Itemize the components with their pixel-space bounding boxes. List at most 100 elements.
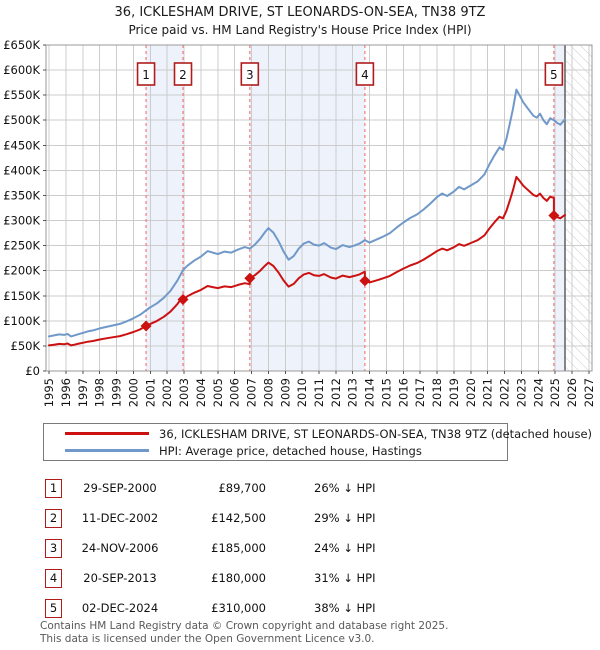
x-axis-label: 2024 bbox=[531, 378, 545, 407]
axis-ticks bbox=[43, 44, 590, 374]
x-axis-label: 2017 bbox=[413, 378, 427, 407]
x-axis-label: 2003 bbox=[177, 378, 191, 407]
y-axis-label: £350K bbox=[3, 188, 40, 202]
x-axis-label: 2008 bbox=[261, 378, 275, 407]
ownership-band bbox=[553, 45, 566, 371]
sale-price: £185,000 bbox=[211, 541, 266, 555]
sale-price: £89,700 bbox=[218, 481, 266, 495]
x-axis-label: 2022 bbox=[498, 378, 512, 407]
table-row: 3 24-NOV-2006 £185,000 24% ↓ HPI bbox=[45, 538, 375, 558]
x-axis-label: 2025 bbox=[548, 378, 562, 407]
y-axis-label: £300K bbox=[3, 214, 40, 228]
chart-legend: 36, ICKLESHAM DRIVE, ST LEONARDS-ON-SEA,… bbox=[43, 423, 592, 461]
sale-date: 11-DEC-2002 bbox=[81, 511, 159, 525]
sale-number-badge: 4 bbox=[45, 568, 62, 588]
page-title: 36, ICKLESHAM DRIVE, ST LEONARDS-ON-SEA,… bbox=[114, 5, 486, 20]
y-axis-label: £0 bbox=[25, 364, 40, 378]
x-axis-label: 2015 bbox=[379, 378, 393, 407]
table-row: 1 29-SEP-2000 £89,700 26% ↓ HPI bbox=[45, 478, 375, 498]
sale-price: £310,000 bbox=[211, 601, 266, 615]
x-axis-label: 2006 bbox=[228, 378, 242, 407]
page-subtitle: Price paid vs. HM Land Registry's House … bbox=[128, 23, 472, 37]
x-axis-label: 2005 bbox=[211, 378, 225, 407]
sale-date: 02-DEC-2024 bbox=[81, 601, 159, 615]
table-row: 2 11-DEC-2002 £142,500 29% ↓ HPI bbox=[45, 508, 375, 528]
hpi-line bbox=[48, 88, 566, 338]
ownership-band bbox=[249, 45, 365, 371]
sale-price: £142,500 bbox=[211, 511, 266, 525]
price-chart: 1 2 3 4 5 £0 £50K £100K £150K £200K £250K £300K £350… bbox=[3, 38, 596, 407]
y-axis-label: £250K bbox=[3, 239, 40, 253]
sale-number-box bbox=[544, 62, 564, 86]
x-axis-label: 2027 bbox=[582, 378, 596, 407]
x-axis-label: 2026 bbox=[565, 378, 579, 407]
sale-number-badge: 2 bbox=[45, 508, 62, 528]
y-axis-label: £50K bbox=[11, 339, 41, 353]
x-axis-label: 2013 bbox=[346, 378, 360, 407]
sale-number-badge: 3 bbox=[45, 538, 62, 558]
property-line-swatch bbox=[65, 432, 149, 435]
sale-price: £180,000 bbox=[211, 571, 266, 585]
footer-line-2: This data is licensed under the Open Gov… bbox=[40, 632, 375, 645]
x-axis-label: 2010 bbox=[295, 378, 309, 407]
x-axis-label: 2002 bbox=[160, 378, 174, 407]
sale-marker-diamond bbox=[359, 275, 371, 287]
x-axis-label: 2014 bbox=[363, 378, 377, 407]
sale-date: 29-SEP-2000 bbox=[83, 481, 157, 495]
sale-number-badge: 1 bbox=[45, 478, 62, 498]
x-axis-label: 2019 bbox=[447, 378, 461, 407]
license-footer: Contains HM Land Registry data © Crown c… bbox=[40, 620, 448, 645]
sale-hpi-diff: 29% ↓ HPI bbox=[314, 511, 376, 525]
sale-hpi-diff: 31% ↓ HPI bbox=[314, 571, 376, 585]
sale-number-label: 2 bbox=[179, 68, 187, 82]
legend-label: HPI: Average price, detached house, Hast… bbox=[159, 443, 422, 458]
x-axis-label: 2007 bbox=[245, 378, 259, 407]
x-axis-label: 2016 bbox=[396, 378, 410, 407]
y-axis-label: £200K bbox=[3, 264, 40, 278]
property-price-line bbox=[48, 175, 566, 347]
sale-number-box bbox=[355, 62, 375, 86]
y-axis-label: £550K bbox=[3, 88, 40, 102]
sale-number-badge: 5 bbox=[45, 598, 62, 618]
x-axis-label: 2009 bbox=[278, 378, 292, 407]
legend-label: 36, ICKLESHAM DRIVE, ST LEONARDS-ON-SEA,… bbox=[159, 426, 593, 441]
legend-item-property: 36, ICKLESHAM DRIVE, ST LEONARDS-ON-SEA,… bbox=[44, 427, 592, 441]
sale-marker-diamond bbox=[140, 320, 152, 332]
future-region bbox=[565, 45, 592, 371]
sale-date: 24-NOV-2006 bbox=[81, 541, 159, 555]
y-axis-label: £100K bbox=[3, 314, 40, 328]
x-axis-label: 1997 bbox=[76, 378, 90, 407]
x-axis-label: 2023 bbox=[514, 378, 528, 407]
sale-hpi-diff: 26% ↓ HPI bbox=[314, 481, 376, 495]
x-axis-label: 2021 bbox=[481, 378, 495, 407]
x-axis-label: 2018 bbox=[430, 378, 444, 407]
sale-number-box bbox=[173, 62, 193, 86]
sale-date: 20-SEP-2013 bbox=[83, 571, 157, 585]
x-axis-label: 2000 bbox=[126, 378, 140, 407]
sale-hpi-diff: 24% ↓ HPI bbox=[314, 541, 376, 555]
x-axis-label: 2001 bbox=[143, 378, 157, 407]
sale-marker-diamond bbox=[244, 272, 256, 284]
x-axis-label: 2020 bbox=[464, 378, 478, 407]
sale-number-label: 3 bbox=[246, 68, 254, 82]
y-axis-label: £500K bbox=[3, 113, 40, 127]
sale-number-box bbox=[136, 62, 156, 86]
legend-item-hpi: HPI: Average price, detached house, Hast… bbox=[44, 444, 507, 458]
y-axis-label: £150K bbox=[3, 289, 40, 303]
x-axis-label: 1995 bbox=[42, 378, 56, 407]
x-axis-label: 1998 bbox=[93, 378, 107, 407]
y-axis-label: £600K bbox=[3, 63, 40, 77]
x-axis-label: 2011 bbox=[312, 378, 326, 407]
sale-marker-diamond bbox=[177, 294, 189, 306]
y-axis-label: £400K bbox=[3, 163, 40, 177]
ownership-band bbox=[146, 45, 184, 371]
sale-number-label: 4 bbox=[361, 68, 369, 82]
y-axis-label: £650K bbox=[3, 38, 40, 52]
y-axis-label: £450K bbox=[3, 138, 40, 152]
x-axis-label: 1996 bbox=[59, 378, 73, 407]
x-axis-label: 1999 bbox=[110, 378, 124, 407]
hpi-line-swatch bbox=[65, 449, 149, 452]
x-axis-label: 2012 bbox=[329, 378, 343, 407]
sale-number-label: 1 bbox=[142, 68, 150, 82]
